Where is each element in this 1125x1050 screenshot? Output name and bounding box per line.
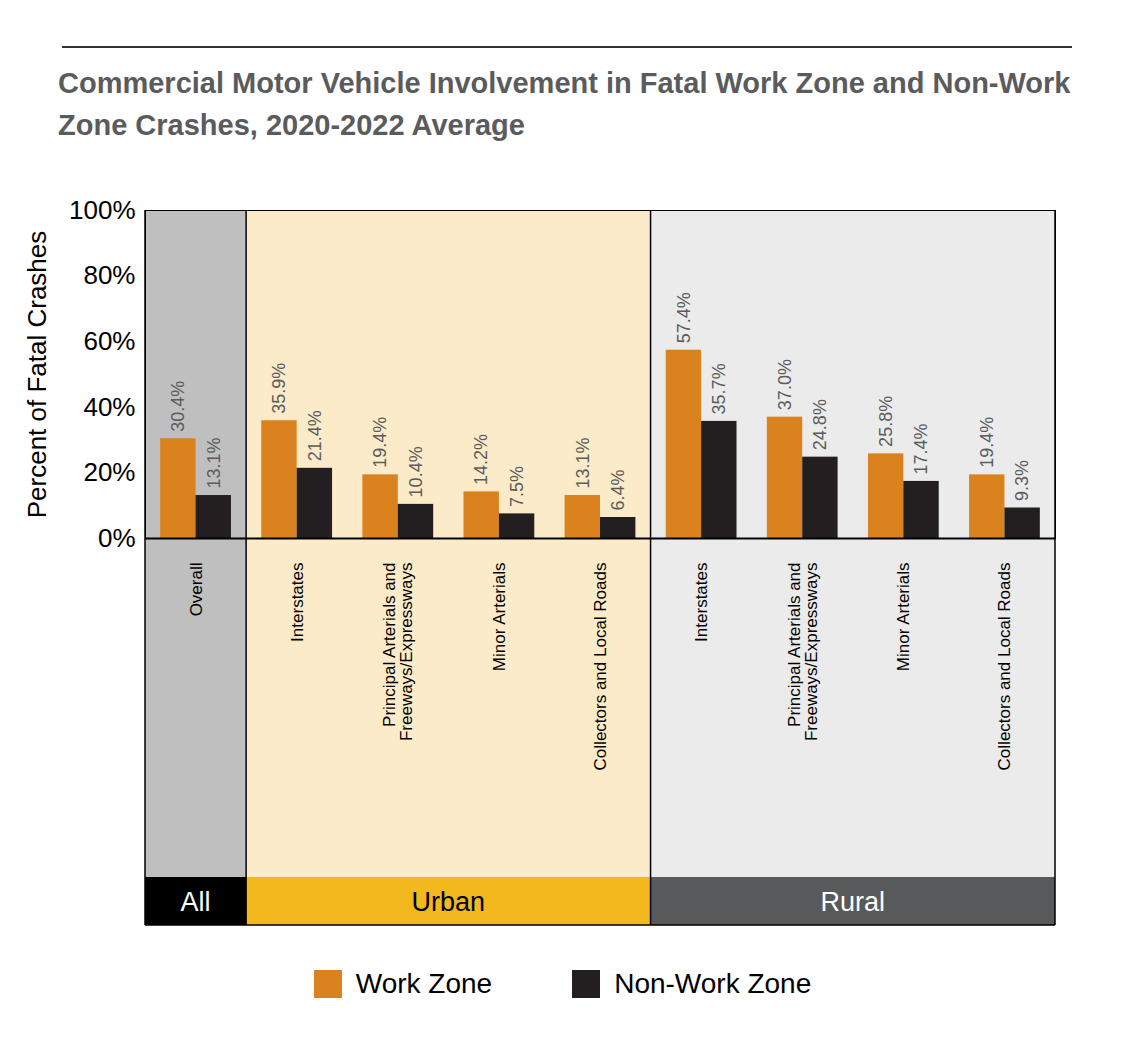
svg-text:9.3%: 9.3%: [1012, 460, 1032, 501]
svg-text:21.4%: 21.4%: [305, 410, 325, 461]
svg-text:0%: 0%: [98, 523, 136, 553]
svg-text:Interstates: Interstates: [288, 563, 307, 642]
svg-text:17.4%: 17.4%: [911, 423, 931, 474]
svg-text:19.4%: 19.4%: [977, 417, 997, 468]
svg-text:37.0%: 37.0%: [775, 359, 795, 410]
svg-text:57.4%: 57.4%: [674, 292, 694, 343]
svg-text:14.2%: 14.2%: [471, 434, 491, 485]
svg-text:7.5%: 7.5%: [507, 466, 527, 507]
svg-text:Percent of Fatal Crashes: Percent of Fatal Crashes: [22, 231, 52, 519]
svg-text:All: All: [181, 887, 211, 917]
svg-text:80%: 80%: [83, 260, 135, 290]
svg-text:60%: 60%: [83, 326, 135, 356]
svg-text:Minor Arterials: Minor Arterials: [490, 563, 509, 672]
html-text:Commercial Motor Vehicle Invol: Commercial Motor Vehicle Involvement in …: [58, 67, 1071, 141]
svg-text:Principal Arterials andFreeway: Principal Arterials andFreeways/Expressw…: [380, 563, 416, 742]
svg-text:13.1%: 13.1%: [573, 437, 593, 488]
svg-text:100%: 100%: [69, 195, 136, 225]
svg-text:Rural: Rural: [821, 887, 886, 917]
svg-text:30.4%: 30.4%: [168, 381, 188, 432]
svg-text:Minor Arterials: Minor Arterials: [894, 563, 913, 672]
svg-text:40%: 40%: [83, 392, 135, 422]
svg-text:10.4%: 10.4%: [406, 446, 426, 497]
svg-text:Urban: Urban: [412, 887, 486, 917]
svg-text:Collectors and Local Roads: Collectors and Local Roads: [591, 563, 610, 771]
html-text:Work Zone: Work Zone: [355, 968, 493, 999]
svg-text:6.4%: 6.4%: [608, 469, 628, 510]
svg-text:35.7%: 35.7%: [709, 363, 729, 414]
html-text:Non-Work Zone: Non-Work Zone: [614, 968, 812, 999]
svg-text:19.4%: 19.4%: [370, 417, 390, 468]
svg-text:Interstates: Interstates: [692, 563, 711, 642]
svg-text:Principal Arterials andFreeway: Principal Arterials andFreeways/Expressw…: [785, 563, 821, 742]
svg-text:35.9%: 35.9%: [269, 363, 289, 414]
svg-text:20%: 20%: [83, 457, 135, 487]
svg-text:24.8%: 24.8%: [810, 399, 830, 450]
svg-text:Overall: Overall: [186, 563, 205, 617]
svg-text:13.1%: 13.1%: [204, 437, 224, 488]
svg-text:Collectors and Local Roads: Collectors and Local Roads: [995, 563, 1014, 771]
svg-text:25.8%: 25.8%: [876, 396, 896, 447]
